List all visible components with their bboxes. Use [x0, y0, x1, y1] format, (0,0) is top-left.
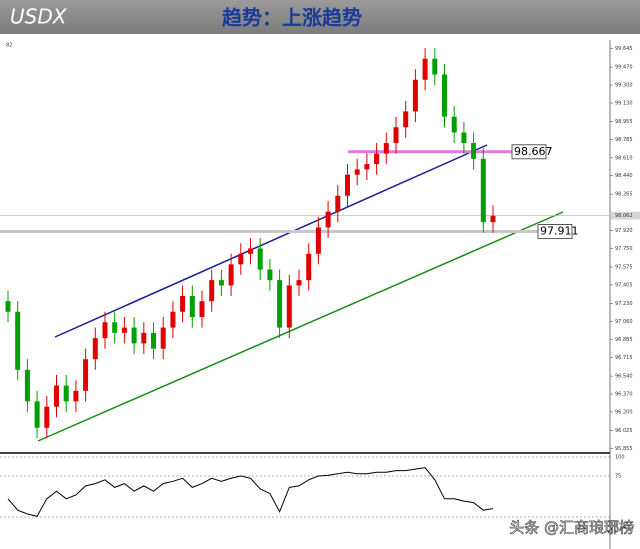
- candle-body: [296, 280, 302, 286]
- candle-body: [354, 169, 360, 175]
- y-tick-label: 99.300: [615, 83, 633, 89]
- candle-body: [131, 327, 137, 344]
- level-tag: [537, 224, 573, 239]
- corner-label: 82: [6, 43, 12, 49]
- y-tick-label: 97.060: [615, 319, 633, 325]
- candle-body: [5, 301, 11, 312]
- candle-body: [121, 327, 127, 333]
- candle-body: [480, 158, 486, 223]
- candle-body: [83, 359, 89, 391]
- y-tick-label: 97.575: [615, 264, 633, 270]
- candle-body: [34, 401, 40, 428]
- candle-body: [383, 143, 389, 154]
- candle-body: [180, 295, 186, 312]
- candle-body: [325, 211, 331, 228]
- title: USDX: [10, 5, 68, 29]
- y-tick-label: 98.955: [615, 119, 633, 125]
- candle-body: [228, 264, 234, 286]
- candle-body: [345, 174, 350, 196]
- level-label: 98.667: [514, 145, 553, 158]
- candle-body: [24, 369, 30, 402]
- y-tick-label: 96.025: [615, 428, 633, 434]
- watermark: 头条 @汇商琅琊榜: [509, 519, 634, 537]
- candle-body: [209, 280, 215, 302]
- y2-tick-label: 100: [615, 455, 625, 461]
- candle-body: [63, 385, 69, 402]
- y-tick-label: 97.230: [615, 301, 633, 307]
- y-tick-label: 99.130: [615, 100, 633, 106]
- trend-line: [37, 211, 564, 442]
- y-tick-label: 96.370: [615, 392, 633, 398]
- candle-body: [199, 301, 205, 318]
- y-tick-label: 96.885: [615, 337, 633, 343]
- candle-body: [374, 153, 380, 165]
- candle-body: [238, 253, 244, 265]
- y-tick-label: 98.785: [615, 137, 633, 143]
- candle-body: [151, 332, 156, 349]
- candle-body: [490, 215, 496, 223]
- candle-body: [422, 58, 428, 80]
- y-tick-label: 98.440: [615, 173, 633, 179]
- y-tick-label: 98.265: [615, 192, 633, 198]
- y-tick-label: 96.540: [615, 374, 633, 380]
- candle-body: [315, 227, 321, 254]
- candle-body: [218, 280, 224, 286]
- subtitle: 趋势：上涨趋势: [222, 6, 362, 30]
- y-tick-label: 99.470: [615, 65, 633, 71]
- candle-body: [412, 79, 418, 112]
- y-tick-label: 96.200: [615, 409, 633, 415]
- candle-body: [432, 58, 438, 75]
- y-tick-label: 96.715: [615, 355, 633, 361]
- level-label: 97.911: [540, 225, 579, 238]
- y-tick-label: 98.610: [615, 155, 633, 161]
- candle-body: [306, 253, 312, 281]
- candle-body: [257, 248, 263, 270]
- y-tick-label: 97.405: [615, 282, 633, 288]
- candle-body: [170, 311, 176, 328]
- y-tick-label: 97.920: [615, 228, 633, 234]
- y-tick-label: 97.750: [615, 246, 633, 252]
- indicator-line: [7, 467, 494, 517]
- candle-body: [112, 322, 118, 333]
- candle-body: [92, 338, 98, 360]
- candle-body: [44, 406, 50, 428]
- y2-tick-label: 75: [615, 474, 621, 480]
- candle-body: [403, 111, 409, 128]
- candle-body: [286, 285, 292, 328]
- candle-body: [102, 322, 108, 339]
- candle-body: [461, 132, 467, 144]
- candle-body: [267, 269, 273, 281]
- trend-line: [54, 144, 488, 338]
- candle-body: [364, 164, 370, 170]
- candle-body: [160, 327, 166, 349]
- candle-body: [335, 195, 341, 212]
- candle-body: [248, 248, 253, 254]
- y-tick-label: 99.645: [615, 46, 633, 52]
- candle-body: [73, 390, 79, 402]
- candle-body: [451, 116, 457, 133]
- candle-body: [54, 385, 59, 407]
- price-tag: [611, 211, 640, 220]
- candle-body: [442, 74, 447, 117]
- level-tag: [511, 144, 547, 160]
- current-price-label: 98.062: [615, 213, 633, 219]
- candle-body: [15, 311, 21, 370]
- candle-body: [471, 143, 477, 159]
- candle-body: [277, 280, 283, 328]
- candle-body: [189, 295, 195, 318]
- header-bar: [0, 0, 640, 34]
- candle-body: [141, 332, 147, 344]
- candle-body: [393, 127, 399, 144]
- y-tick-label: 95.855: [615, 446, 633, 452]
